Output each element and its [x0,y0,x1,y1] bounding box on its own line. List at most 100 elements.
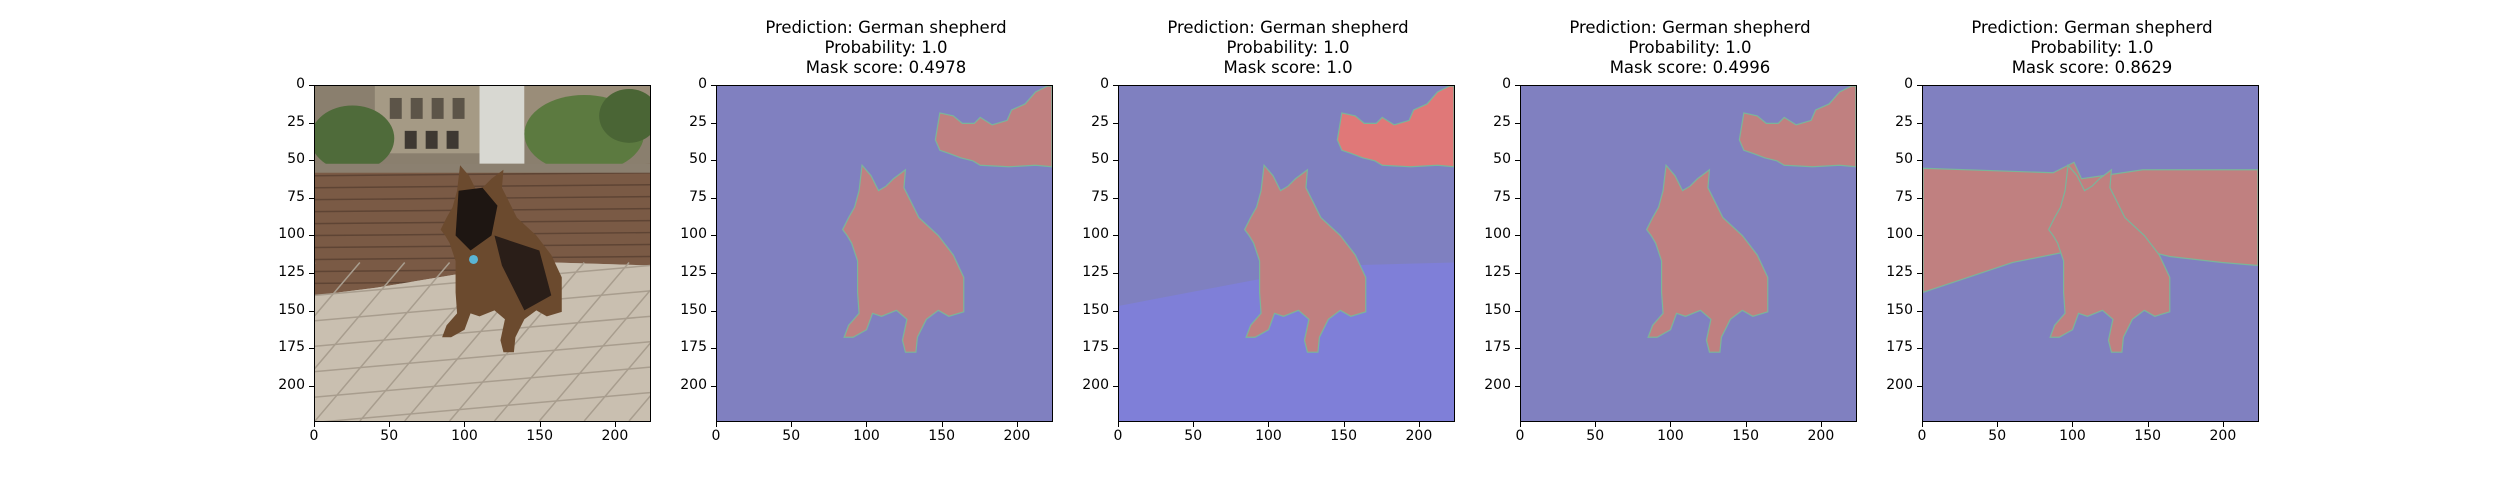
y-tick [1515,197,1520,199]
y-tick-label: 200 [1484,376,1511,393]
y-tick-label: 25 [1091,113,1109,130]
x-tick-label: 50 [782,428,801,444]
x-tick-label: 50 [1184,428,1203,444]
x-tick [389,422,391,427]
y-tick-label: 75 [287,188,305,205]
y-tick-label: 150 [278,301,305,318]
y-tick-label: 0 [1502,76,1511,92]
x-tick-label: 100 [2059,428,2086,444]
y-tick-label: 25 [287,113,305,130]
y-tick [1917,273,1922,275]
x-tick [716,422,717,427]
y-tick-label: 100 [1484,226,1511,243]
y-tick [1515,122,1520,124]
y-tick [711,273,716,275]
title-line: Probability: 1.0 [2030,38,2154,57]
mask-image [1923,86,2258,421]
x-tick [941,422,943,427]
y-tick-label: 150 [680,301,707,318]
title-line: Probability: 1.0 [1226,38,1350,57]
y-tick [309,310,314,312]
panel-mask1: Prediction: German shepherd Probability: … [680,0,1056,500]
x-tick [1193,422,1195,427]
input-image [315,86,650,421]
y-tick-label: 175 [278,339,305,356]
y-tick-label: 200 [1886,376,1913,393]
panel-title: Prediction: German shepherd Probability: … [1520,18,1860,78]
x-tick [2222,422,2224,427]
y-tick-label: 125 [1484,264,1511,281]
x-tick [1745,422,1747,427]
title-line: Mask score: 0.4996 [1609,58,1771,77]
x-tick [866,422,868,427]
y-tick [1515,348,1520,350]
x-tick-label: 200 [2209,428,2237,444]
title-line: Prediction: German shepherd [765,18,1007,37]
title-line: Prediction: German shepherd [1971,18,2213,37]
x-tick-label: 0 [711,428,721,444]
x-tick-label: 0 [1917,428,1927,444]
y-tick-label: 150 [1886,301,1913,318]
y-tick [711,122,716,124]
x-tick [1118,422,1119,427]
x-tick [1670,422,1672,427]
x-tick-label: 50 [380,428,399,444]
x-tick [2147,422,2149,427]
y-tick [1113,122,1118,124]
axes-mask3 [1520,85,1857,422]
x-tick-label: 150 [526,428,554,444]
y-tick [1917,235,1922,237]
panel-original: 0 50 100 150 200 0 25 50 75 100 125 150 175 200 [278,0,654,500]
title-line: Mask score: 0.4978 [805,58,967,77]
y-tick [1917,160,1922,162]
panel-title: Prediction: German shepherd Probability: … [1922,18,2262,78]
y-tick [711,385,716,387]
y-tick-label: 75 [1091,188,1109,205]
y-tick-label: 125 [680,264,707,281]
y-tick [1917,310,1922,312]
y-tick-label: 100 [278,226,305,243]
y-tick [1113,160,1118,162]
y-tick-label: 100 [680,226,707,243]
y-tick-label: 50 [1895,151,1913,168]
axes-mask1 [716,85,1053,422]
y-tick [309,122,314,124]
y-tick [309,160,314,162]
x-tick-label: 150 [2134,428,2162,444]
y-tick-label: 25 [1493,113,1511,130]
y-tick [711,160,716,162]
y-tick-label: 75 [1493,188,1511,205]
x-tick-label: 100 [451,428,478,444]
panel-mask3: Prediction: German shepherd Probability: … [1484,0,1860,500]
y-tick [1515,235,1520,237]
y-tick-label: 100 [1886,226,1913,243]
y-tick [1113,235,1118,237]
x-tick-label: 150 [1732,428,1760,444]
title-line: Mask score: 1.0 [1223,58,1353,77]
y-tick [1917,85,1922,86]
x-tick-label: 50 [1988,428,2007,444]
x-tick-label: 50 [1586,428,1605,444]
x-tick [2072,422,2074,427]
y-tick [309,348,314,350]
y-tick [1917,122,1922,124]
y-tick-label: 175 [1886,339,1913,356]
x-tick-label: 200 [1405,428,1433,444]
y-tick [1515,385,1520,387]
mask-image [717,86,1052,421]
x-tick-label: 0 [1113,428,1123,444]
y-tick [1113,85,1118,86]
x-tick [1520,422,1521,427]
y-tick-label: 100 [1082,226,1109,243]
x-tick [1820,422,1822,427]
y-tick-label: 175 [1082,339,1109,356]
x-tick-label: 200 [1807,428,1835,444]
title-line: Mask score: 0.8629 [2011,58,2173,77]
y-tick-label: 0 [1100,76,1109,92]
x-tick-label: 150 [928,428,956,444]
y-tick-label: 25 [689,113,707,130]
y-tick [1113,310,1118,312]
y-tick [1917,348,1922,350]
y-tick [1917,385,1922,387]
x-tick-label: 0 [309,428,319,444]
